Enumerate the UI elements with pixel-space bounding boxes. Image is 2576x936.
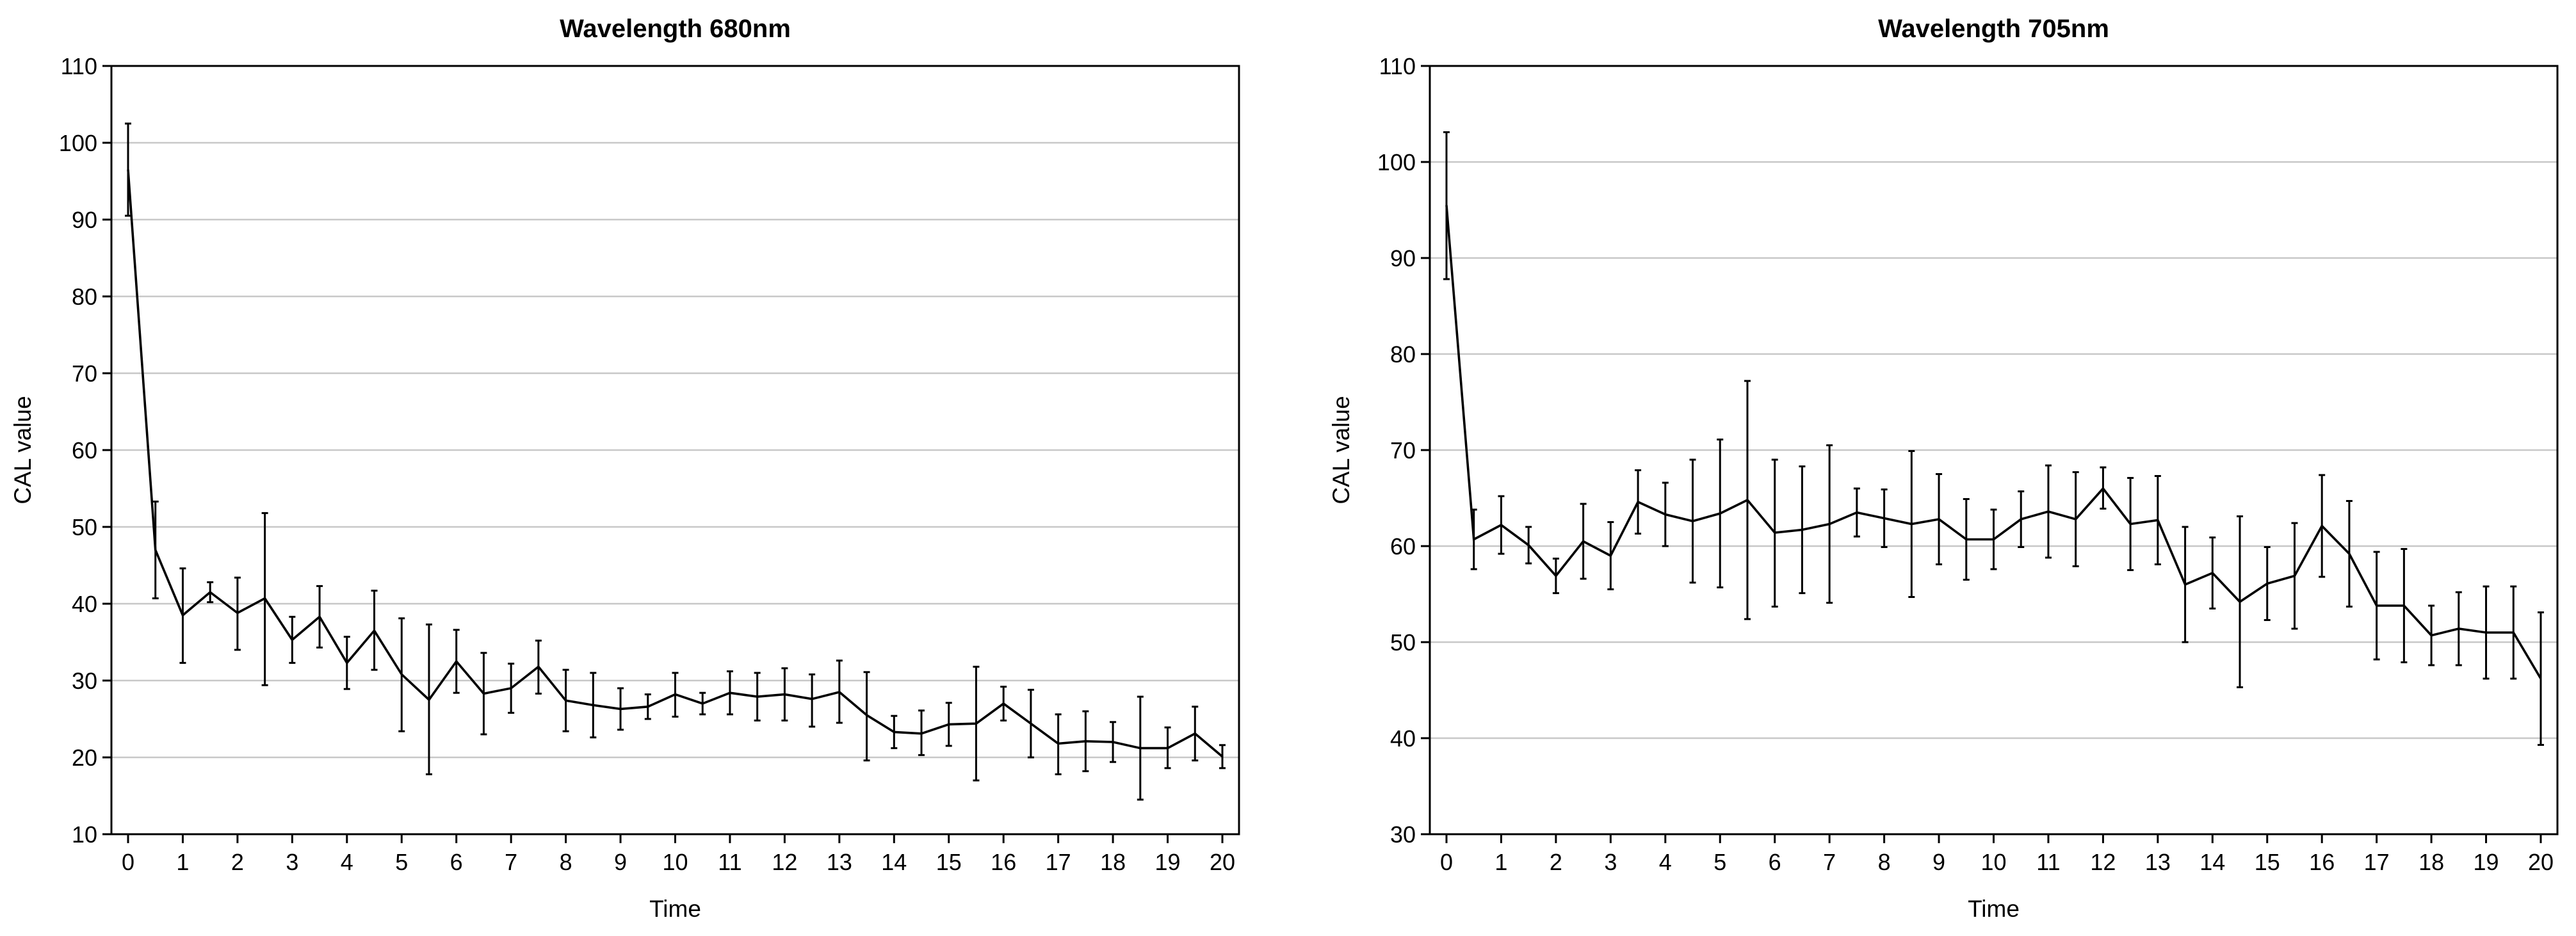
chart-1-y-tick-label-30: 30	[1390, 821, 1416, 848]
chart-1-x-tick-label-4: 4	[1659, 849, 1672, 875]
chart-0-y-axis-label: CAL value	[10, 396, 36, 504]
chart-1-x-tick-label-2: 2	[1550, 849, 1562, 875]
chart-0-y-tick-label-20: 20	[72, 745, 97, 771]
chart-1-x-tick-label-16: 16	[2309, 849, 2335, 875]
chart-0-x-tick-label-11: 11	[718, 849, 741, 875]
chart-1-x-tick-label-13: 13	[2145, 849, 2171, 875]
chart-0-y-tick-label-90: 90	[72, 207, 97, 233]
chart-0-x-tick-label-18: 18	[1100, 849, 1126, 875]
chart-0-x-tick-label-4: 4	[341, 849, 353, 875]
chart-0-x-tick-label-12: 12	[772, 849, 797, 875]
chart-0-y-tick-label-80: 80	[72, 284, 97, 310]
chart-0-x-axis-label: Time	[649, 896, 701, 922]
chart-1-y-tick-label-80: 80	[1390, 341, 1416, 367]
chart-1-y-tick-label-110: 110	[1379, 53, 1416, 79]
chart-0-x-tick-label-7: 7	[505, 849, 517, 875]
chart-0-x-tick-label-3: 3	[286, 849, 298, 875]
chart-0-x-tick-label-14: 14	[881, 849, 907, 875]
chart-0-y-tick-label-40: 40	[72, 591, 97, 617]
chart-1-y-tick-label-50: 50	[1390, 629, 1416, 656]
chart-1-x-tick-label-5: 5	[1713, 849, 1726, 875]
chart-1-x-tick-label-1: 1	[1495, 849, 1507, 875]
chart-1-x-tick-label-18: 18	[2418, 849, 2444, 875]
chart-0-y-tick-label-60: 60	[72, 437, 97, 464]
chart-1-y-tick-label-90: 90	[1390, 245, 1416, 271]
chart-0-x-tick-label-16: 16	[991, 849, 1016, 875]
chart-1-y-axis-label: CAL value	[1328, 396, 1354, 504]
chart-1-series-line-0	[1445, 205, 2542, 679]
chart-1-x-tick-label-6: 6	[1769, 849, 1781, 875]
chart-0-x-tick-label-2: 2	[231, 849, 244, 875]
chart-1-x-tick-label-19: 19	[2474, 849, 2499, 875]
chart-0-y-tick-label-50: 50	[72, 514, 97, 540]
chart-1-x-tick-label-11: 11	[2036, 849, 2060, 875]
chart-1-y-tick-label-60: 60	[1390, 533, 1416, 560]
chart-1-x-tick-label-20: 20	[2528, 849, 2554, 875]
chart-0-x-tick-label-6: 6	[450, 849, 463, 875]
chart-1-x-tick-label-15: 15	[2255, 849, 2280, 875]
chart-0-x-tick-label-13: 13	[827, 849, 852, 875]
chart-0-x-tick-label-17: 17	[1046, 849, 1071, 875]
chart-0-y-tick-label-10: 10	[72, 821, 97, 848]
chart-1-x-tick-label-14: 14	[2199, 849, 2225, 875]
chart-1-x-tick-label-0: 0	[1440, 849, 1453, 875]
chart-1-title: Wavelength 705nm	[1878, 15, 2109, 43]
chart-0-y-tick-label-30: 30	[72, 668, 97, 694]
chart-0-x-tick-label-1: 1	[176, 849, 189, 875]
chart-0-series-line-0	[127, 169, 1224, 758]
chart-1-x-tick-label-8: 8	[1878, 849, 1891, 875]
chart-0-x-tick-label-0: 0	[122, 849, 134, 875]
chart-0-x-tick-label-10: 10	[662, 849, 688, 875]
chart-1-y-tick-label-70: 70	[1390, 437, 1416, 464]
chart-0-y-tick-label-70: 70	[72, 360, 97, 387]
chart-1-x-axis-label: Time	[1968, 896, 2020, 922]
chart-1-x-tick-label-17: 17	[2364, 849, 2390, 875]
chart-1-x-tick-label-7: 7	[1823, 849, 1836, 875]
chart-0-y-tick-label-110: 110	[61, 53, 97, 79]
chart-0-y-tick-label-100: 100	[59, 130, 97, 156]
chart-0-x-tick-label-20: 20	[1210, 849, 1235, 875]
chart-1-x-tick-label-12: 12	[2090, 849, 2116, 875]
chart-1-y-tick-label-100: 100	[1377, 149, 1416, 175]
chart-0-x-tick-label-8: 8	[560, 849, 572, 875]
chart-1-y-tick-label-40: 40	[1390, 725, 1416, 752]
chart-0-x-tick-label-9: 9	[614, 849, 627, 875]
chart-0-x-tick-label-19: 19	[1155, 849, 1181, 875]
chart-0-x-tick-label-5: 5	[395, 849, 408, 875]
chart-0-x-tick-label-15: 15	[936, 849, 962, 875]
chart-0-title: Wavelength 680nm	[560, 15, 791, 43]
chart-1-x-tick-label-10: 10	[1981, 849, 2006, 875]
chart-1-x-tick-label-3: 3	[1604, 849, 1617, 875]
chart-1-x-tick-label-9: 9	[1932, 849, 1945, 875]
